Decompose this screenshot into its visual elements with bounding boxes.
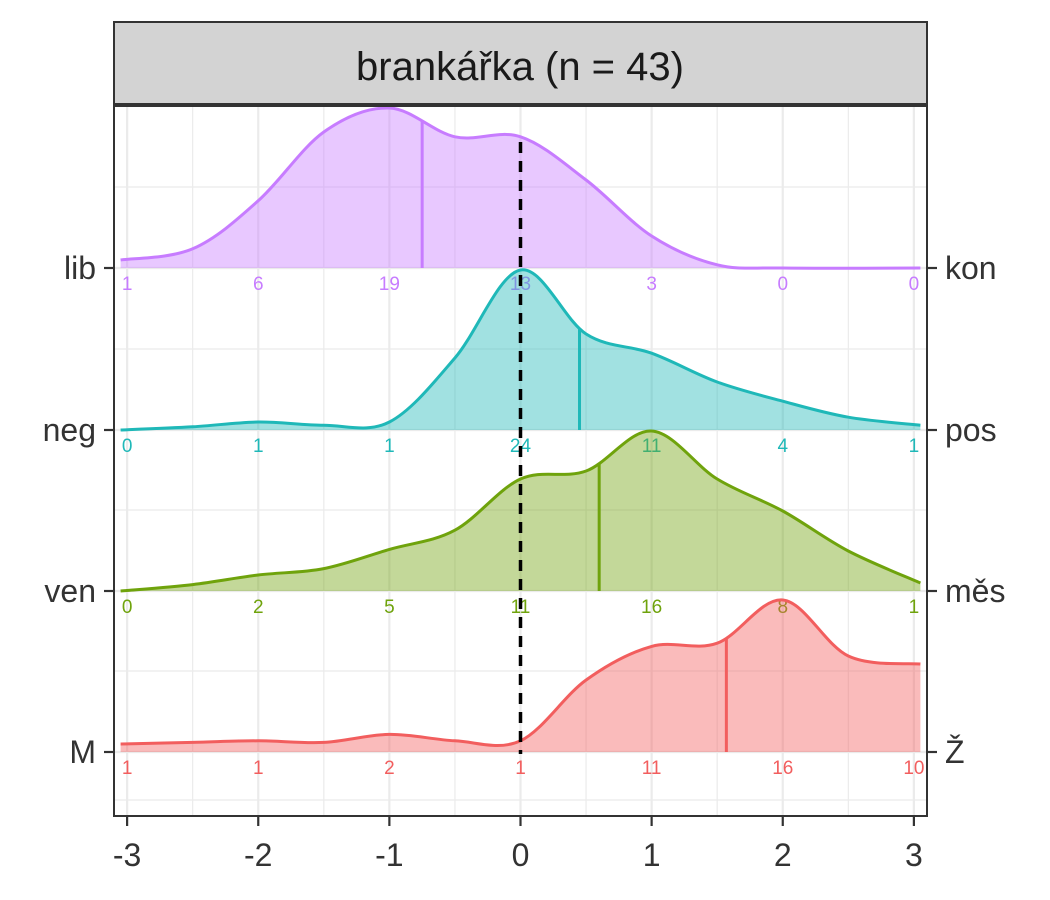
x-tick-label: 1 [643, 837, 661, 873]
x-tick-label: -2 [244, 837, 272, 873]
count-label: 10 [903, 758, 924, 779]
count-label: 19 [379, 274, 400, 295]
count-label: 5 [384, 597, 395, 618]
y-axes: lib kon neg pos ven měs M Ž [43, 250, 1006, 770]
count-label: 16 [641, 597, 662, 618]
left-axis-label: neg [43, 412, 96, 448]
ridge-line-lib [120, 106, 921, 270]
count-label: 0 [122, 436, 133, 457]
count-label: 8 [777, 597, 788, 618]
x-tick-label: 2 [774, 837, 792, 873]
x-tick-label: -3 [113, 837, 141, 873]
count-label: 1 [909, 436, 920, 457]
x-axis: -3 -2 -1 0 1 2 3 [113, 816, 923, 873]
count-label: 0 [122, 597, 133, 618]
left-axis-label: lib [64, 250, 96, 286]
count-label: 1 [122, 758, 133, 779]
count-label: 1 [909, 597, 920, 618]
ridge-line-M [120, 598, 921, 748]
count-label: 3 [646, 274, 657, 295]
count-label: 11 [642, 758, 662, 779]
count-label: 2 [253, 597, 264, 618]
left-axis-label: ven [44, 573, 96, 609]
ridge-area-neg [120, 269, 921, 430]
right-axis-label: Ž [945, 734, 965, 770]
right-axis-label: měs [945, 573, 1005, 609]
left-axis-label: M [69, 734, 96, 770]
x-tick-label: -1 [375, 837, 403, 873]
count-label: 1 [515, 758, 526, 779]
x-tick-label: 0 [512, 837, 530, 873]
count-label: 2 [384, 758, 395, 779]
count-label: 1 [384, 436, 395, 457]
strip-background [113, 21, 928, 105]
count-label: 11 [642, 436, 662, 457]
right-axis-label: pos [945, 412, 997, 448]
facet-title: brankářka (n = 43) [356, 45, 684, 89]
x-tick-label: 3 [905, 837, 923, 873]
count-label: 6 [253, 274, 264, 295]
count-label: 4 [777, 436, 788, 457]
count-label: 1 [122, 274, 133, 295]
ridge-area-M [120, 599, 921, 752]
ridge-line-ven [120, 429, 922, 593]
count-label: 0 [777, 274, 788, 295]
count-label: 1 [253, 758, 264, 779]
right-axis-label: kon [945, 250, 997, 286]
count-label: 1 [253, 436, 264, 457]
count-label: 16 [772, 758, 793, 779]
count-label: 0 [909, 274, 920, 295]
ridge-line-neg [120, 268, 921, 432]
